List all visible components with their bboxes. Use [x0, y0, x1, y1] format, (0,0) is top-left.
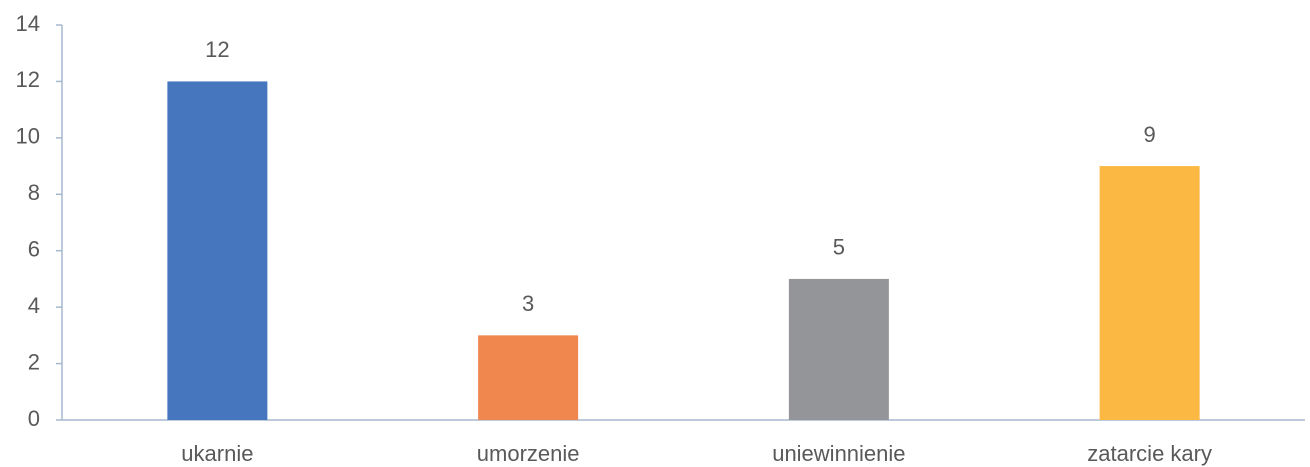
y-tick-label: 0	[28, 406, 40, 431]
bar	[167, 81, 268, 420]
y-tick-label: 4	[28, 293, 40, 318]
y-tick-label: 8	[28, 180, 40, 205]
x-tick-label: uniewinnienie	[772, 441, 905, 466]
bar	[788, 278, 889, 420]
data-label: 3	[522, 291, 534, 316]
y-tick-label: 6	[28, 237, 40, 262]
bar	[1099, 166, 1200, 420]
y-tick-label: 12	[16, 67, 40, 92]
x-tick-label: umorzenie	[477, 441, 580, 466]
data-label: 9	[1144, 122, 1156, 147]
y-tick-label: 14	[16, 11, 40, 36]
bar	[478, 335, 579, 420]
y-tick-label: 2	[28, 349, 40, 374]
data-label: 12	[205, 37, 229, 62]
x-tick-label: zatarcie kary	[1087, 441, 1212, 466]
data-label: 5	[833, 235, 845, 260]
y-tick-label: 10	[16, 124, 40, 149]
x-tick-label: ukarnie	[181, 441, 253, 466]
